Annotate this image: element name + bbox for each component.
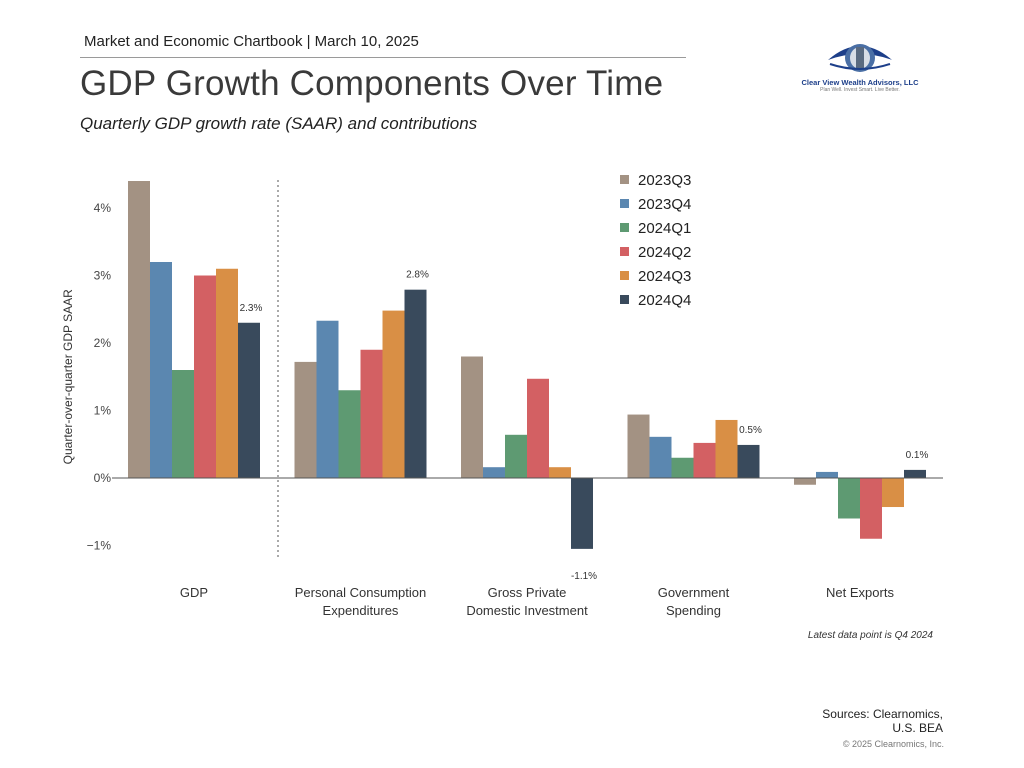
- bar-2023Q4-cat-4: [816, 471, 838, 478]
- bar-2024Q3-cat-0: [216, 268, 238, 478]
- bar-2024Q4-cat-3: [737, 444, 760, 478]
- copyright-note: © 2025 Clearnomics, Inc.: [842, 739, 944, 749]
- y-axis-label: Quarter-over-quarter GDP SAAR: [61, 289, 75, 465]
- legend-label-2023Q3: 2023Q3: [638, 172, 691, 189]
- sources-note: Sources: Clearnomics, U.S. BEA: [822, 707, 943, 735]
- legend-swatch-2023Q3: [620, 175, 629, 184]
- sources-line-1: Sources: Clearnomics,: [822, 707, 943, 721]
- eye-logo-icon: [828, 44, 892, 72]
- category-label: Expenditures: [323, 603, 399, 618]
- bar-2024Q2-cat-0: [194, 275, 216, 478]
- bar-2023Q3-cat-1: [294, 361, 317, 478]
- bar-2024Q4-cat-4: [904, 469, 926, 478]
- category-label: Domestic Investment: [466, 603, 588, 618]
- category-label: Gross Private: [488, 585, 567, 600]
- bar-2024Q4-cat-0: [238, 322, 260, 478]
- data-label: 2.8%: [406, 270, 429, 281]
- y-tick-label: 1%: [94, 404, 112, 418]
- latest-data-footnote: Latest data point is Q4 2024: [807, 630, 933, 641]
- y-tick-label: 2%: [94, 336, 112, 350]
- bar-2024Q2-cat-3: [693, 442, 716, 478]
- category-label: Personal Consumption: [295, 585, 427, 600]
- chartbook-header: Market and Economic Chartbook | March 10…: [84, 33, 419, 50]
- category-label: Spending: [666, 603, 721, 618]
- bar-2024Q2-cat-1: [360, 349, 383, 478]
- data-label: 0.1%: [906, 450, 929, 461]
- bar-2024Q3-cat-3: [715, 419, 738, 478]
- bar-2023Q3-cat-2: [461, 356, 483, 478]
- category-label: Government: [658, 585, 730, 600]
- bar-2024Q3-cat-1: [382, 310, 405, 478]
- logo-company-name: Clear View Wealth Advisors, LLC: [801, 78, 919, 87]
- bar-2024Q2-cat-2: [527, 378, 549, 478]
- legend-swatch-2024Q4: [620, 295, 629, 304]
- legend-label-2024Q3: 2024Q3: [638, 268, 691, 285]
- data-label: 2.3%: [240, 303, 263, 314]
- sources-line-2: U.S. BEA: [892, 721, 943, 735]
- bar-2023Q4-cat-1: [316, 320, 339, 478]
- legend-label-2024Q2: 2024Q2: [638, 244, 691, 261]
- bar-2024Q4-cat-2: [571, 478, 593, 549]
- company-logo: Clear View Wealth Advisors, LLC Plan Wel…: [780, 38, 940, 98]
- bar-2023Q3-cat-4: [794, 478, 816, 485]
- bar-2024Q4-cat-1: [404, 289, 427, 478]
- y-tick-label: −1%: [87, 539, 112, 553]
- category-label: Net Exports: [826, 585, 894, 600]
- bar-2023Q3-cat-0: [128, 181, 150, 478]
- legend-label-2024Q1: 2024Q1: [638, 220, 691, 237]
- bar-2024Q3-cat-4: [882, 478, 904, 508]
- y-tick-label: 3%: [94, 269, 112, 283]
- legend-swatch-2024Q1: [620, 223, 629, 232]
- data-label: -1.1%: [571, 571, 597, 582]
- bar-2023Q4-cat-0: [150, 262, 172, 478]
- bar-2024Q3-cat-2: [549, 467, 571, 478]
- bar-2024Q2-cat-4: [860, 478, 882, 539]
- header-divider: [80, 57, 686, 58]
- legend-swatch-2023Q4: [620, 199, 629, 208]
- bar-2023Q3-cat-3: [627, 414, 650, 478]
- page-title: GDP Growth Components Over Time: [80, 64, 664, 103]
- y-tick-label: 4%: [94, 201, 112, 215]
- bar-2024Q1-cat-1: [338, 390, 361, 478]
- data-label: 0.5%: [739, 425, 762, 436]
- bar-2023Q4-cat-3: [649, 436, 672, 478]
- bar-2024Q1-cat-2: [505, 434, 527, 478]
- legend-swatch-2024Q2: [620, 247, 629, 256]
- y-tick-label: 0%: [94, 471, 112, 485]
- legend-swatch-2024Q3: [620, 271, 629, 280]
- page-subtitle: Quarterly GDP growth rate (SAAR) and con…: [80, 114, 478, 133]
- category-label: GDP: [180, 585, 208, 600]
- legend-label-2024Q4: 2024Q4: [638, 292, 691, 309]
- bar-2024Q1-cat-3: [671, 457, 694, 478]
- legend-label-2023Q4: 2023Q4: [638, 196, 691, 213]
- bar-2024Q1-cat-0: [172, 370, 194, 478]
- bar-2023Q4-cat-2: [483, 467, 505, 478]
- logo-tagline: Plan Well. Invest Smart. Live Better.: [820, 87, 900, 93]
- bar-2024Q1-cat-4: [838, 478, 860, 519]
